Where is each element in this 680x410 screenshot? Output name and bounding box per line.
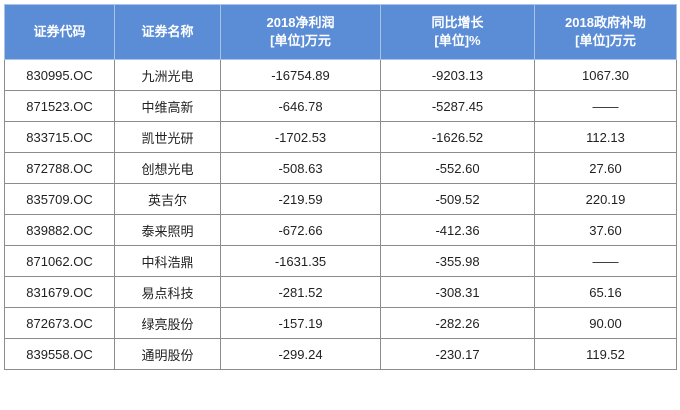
cell-gov-subsidy: —— (534, 245, 677, 277)
cell-stock-code: 835709.OC (4, 183, 115, 215)
cell-stock-name: 绿亮股份 (114, 307, 221, 339)
header-stock-code-label: 证券代码 (33, 24, 86, 39)
header-net-profit-label: 2018净利润 (266, 15, 335, 30)
header-stock-name-label: 证券名称 (141, 24, 194, 39)
cell-net-profit: -1702.53 (220, 121, 381, 153)
cell-gov-subsidy: 65.16 (534, 276, 677, 308)
header-gov-subsidy-unit: [单位]万元 (575, 33, 636, 48)
header-stock-code: 证券代码 (4, 4, 115, 60)
cell-gov-subsidy: 119.52 (534, 338, 677, 370)
cell-stock-code: 831679.OC (4, 276, 115, 308)
cell-stock-name: 中维高新 (114, 90, 221, 122)
cell-stock-name: 泰来照明 (114, 214, 221, 246)
cell-stock-name: 通明股份 (114, 338, 221, 370)
cell-yoy-growth: -355.98 (380, 245, 535, 277)
cell-net-profit: -1631.35 (220, 245, 381, 277)
cell-stock-code: 871523.OC (4, 90, 115, 122)
cell-net-profit: -672.66 (220, 214, 381, 246)
cell-gov-subsidy: 90.00 (534, 307, 677, 339)
cell-net-profit: -219.59 (220, 183, 381, 215)
cell-yoy-growth: -552.60 (380, 152, 535, 184)
table-row: 872673.OC 绿亮股份 -157.19 -282.26 90.00 (4, 307, 677, 339)
cell-stock-code: 872673.OC (4, 307, 115, 339)
cell-stock-name: 九洲光电 (114, 59, 221, 91)
cell-net-profit: -157.19 (220, 307, 381, 339)
cell-gov-subsidy: 1067.30 (534, 59, 677, 91)
cell-gov-subsidy: 220.19 (534, 183, 677, 215)
cell-stock-code: 872788.OC (4, 152, 115, 184)
header-net-profit: 2018净利润 [单位]万元 (220, 4, 381, 60)
cell-stock-name: 凯世光研 (114, 121, 221, 153)
cell-gov-subsidy: —— (534, 90, 677, 122)
cell-net-profit: -281.52 (220, 276, 381, 308)
table-row: 830995.OC 九洲光电 -16754.89 -9203.13 1067.30 (4, 59, 677, 91)
cell-yoy-growth: -282.26 (380, 307, 535, 339)
table-body: 830995.OC 九洲光电 -16754.89 -9203.13 1067.30 871… (4, 59, 677, 370)
cell-stock-code: 871062.OC (4, 245, 115, 277)
cell-yoy-growth: -9203.13 (380, 59, 535, 91)
header-yoy-growth-unit: [单位]% (434, 33, 481, 48)
cell-gov-subsidy: 37.60 (534, 214, 677, 246)
header-gov-subsidy-label: 2018政府补助 (565, 15, 646, 30)
cell-gov-subsidy: 112.13 (534, 121, 677, 153)
data-table-container: 证券代码 证券名称 2018净利润 [单位]万元 同比增长 [单位]% 2018… (4, 4, 677, 370)
header-net-profit-unit: [单位]万元 (270, 33, 331, 48)
cell-yoy-growth: -509.52 (380, 183, 535, 215)
cell-yoy-growth: -1626.52 (380, 121, 535, 153)
cell-yoy-growth: -308.31 (380, 276, 535, 308)
cell-gov-subsidy: 27.60 (534, 152, 677, 184)
cell-stock-code: 833715.OC (4, 121, 115, 153)
cell-yoy-growth: -412.36 (380, 214, 535, 246)
table-row: 839558.OC 通明股份 -299.24 -230.17 119.52 (4, 338, 677, 370)
cell-yoy-growth: -230.17 (380, 338, 535, 370)
header-gov-subsidy: 2018政府补助 [单位]万元 (534, 4, 677, 60)
table-row: 872788.OC 创想光电 -508.63 -552.60 27.60 (4, 152, 677, 184)
header-yoy-growth: 同比增长 [单位]% (380, 4, 535, 60)
table-row: 839882.OC 泰来照明 -672.66 -412.36 37.60 (4, 214, 677, 246)
cell-stock-code: 830995.OC (4, 59, 115, 91)
cell-net-profit: -299.24 (220, 338, 381, 370)
cell-net-profit: -508.63 (220, 152, 381, 184)
table-row: 871062.OC 中科浩鼎 -1631.35 -355.98 —— (4, 245, 677, 277)
cell-stock-name: 易点科技 (114, 276, 221, 308)
header-stock-name: 证券名称 (114, 4, 221, 60)
header-yoy-growth-label: 同比增长 (431, 15, 484, 30)
cell-net-profit: -646.78 (220, 90, 381, 122)
cell-stock-code: 839558.OC (4, 338, 115, 370)
cell-stock-name: 英吉尔 (114, 183, 221, 215)
table-row: 831679.OC 易点科技 -281.52 -308.31 65.16 (4, 276, 677, 308)
cell-stock-name: 创想光电 (114, 152, 221, 184)
cell-net-profit: -16754.89 (220, 59, 381, 91)
table-header-row: 证券代码 证券名称 2018净利润 [单位]万元 同比增长 [单位]% 2018… (4, 4, 677, 60)
subsidy-profit-table: 证券代码 证券名称 2018净利润 [单位]万元 同比增长 [单位]% 2018… (4, 4, 677, 370)
table-row: 833715.OC 凯世光研 -1702.53 -1626.52 112.13 (4, 121, 677, 153)
table-row: 835709.OC 英吉尔 -219.59 -509.52 220.19 (4, 183, 677, 215)
table-row: 871523.OC 中维高新 -646.78 -5287.45 —— (4, 90, 677, 122)
cell-stock-code: 839882.OC (4, 214, 115, 246)
cell-stock-name: 中科浩鼎 (114, 245, 221, 277)
cell-yoy-growth: -5287.45 (380, 90, 535, 122)
